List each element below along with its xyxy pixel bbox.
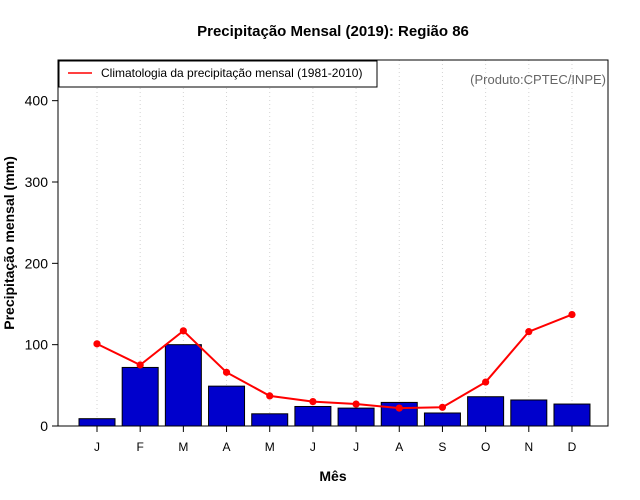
- x-tick-label: N: [524, 440, 533, 454]
- x-tick-label: D: [568, 440, 577, 454]
- x-axis-title: Mês: [319, 468, 346, 484]
- climatology-point: [525, 328, 533, 336]
- credit-text: (Produto:CPTEC/INPE): [470, 72, 606, 87]
- y-tick-label: 300: [25, 174, 49, 190]
- climatology-point: [438, 403, 447, 411]
- bar-M: [164, 344, 202, 427]
- x-tick-label: J: [310, 440, 316, 454]
- climatology-point: [309, 398, 317, 406]
- x-tick-label: M: [265, 440, 275, 454]
- y-tick-label: 400: [25, 93, 49, 109]
- bar-J: [337, 407, 375, 427]
- climatology-point: [395, 404, 403, 412]
- climatology-point: [179, 327, 187, 335]
- x-tick-label: A: [395, 440, 403, 454]
- x-tick-label: M: [178, 440, 188, 454]
- x-tick-label: A: [223, 440, 231, 454]
- climatology-point: [93, 340, 101, 348]
- x-tick-label: F: [137, 440, 144, 454]
- bar-J: [294, 405, 332, 427]
- climatology-point: [568, 310, 576, 319]
- legend: Climatologia da precipitação mensal (198…: [58, 60, 378, 88]
- y-axis: 0 100 200 300 400: [25, 93, 58, 434]
- climatology-point: [266, 392, 274, 400]
- climatology-point: [222, 368, 231, 376]
- bar-D: [553, 403, 591, 427]
- y-tick-label: 100: [25, 337, 49, 353]
- bar-S: [423, 412, 461, 427]
- bar-J: [78, 418, 116, 427]
- y-tick-label: 0: [40, 418, 48, 434]
- y-axis-title: Precipitação mensal (mm): [1, 156, 17, 330]
- bar-F: [121, 366, 159, 427]
- x-tick-label: O: [481, 440, 490, 454]
- climatology-point: [482, 378, 490, 386]
- x-tick-label: S: [438, 440, 446, 454]
- bar-O: [467, 396, 505, 427]
- y-tick-label: 200: [25, 255, 49, 271]
- x-tick-label: J: [94, 440, 100, 454]
- bar-A: [208, 385, 246, 427]
- bar-M: [251, 413, 289, 427]
- plot-frame: [57, 59, 609, 427]
- climatology-point: [136, 361, 144, 369]
- climatology-series: [93, 310, 576, 412]
- climatology-line: [96, 313, 573, 410]
- x-tick-label: J: [353, 440, 359, 454]
- chart-title: Precipitação Mensal (2019): Região 86: [197, 23, 469, 40]
- climatology-point: [352, 400, 360, 408]
- legend-box: [58, 60, 378, 88]
- legend-label: Climatologia da precipitação mensal (198…: [101, 66, 362, 80]
- bar-series: [78, 344, 591, 427]
- bar-N: [510, 399, 548, 427]
